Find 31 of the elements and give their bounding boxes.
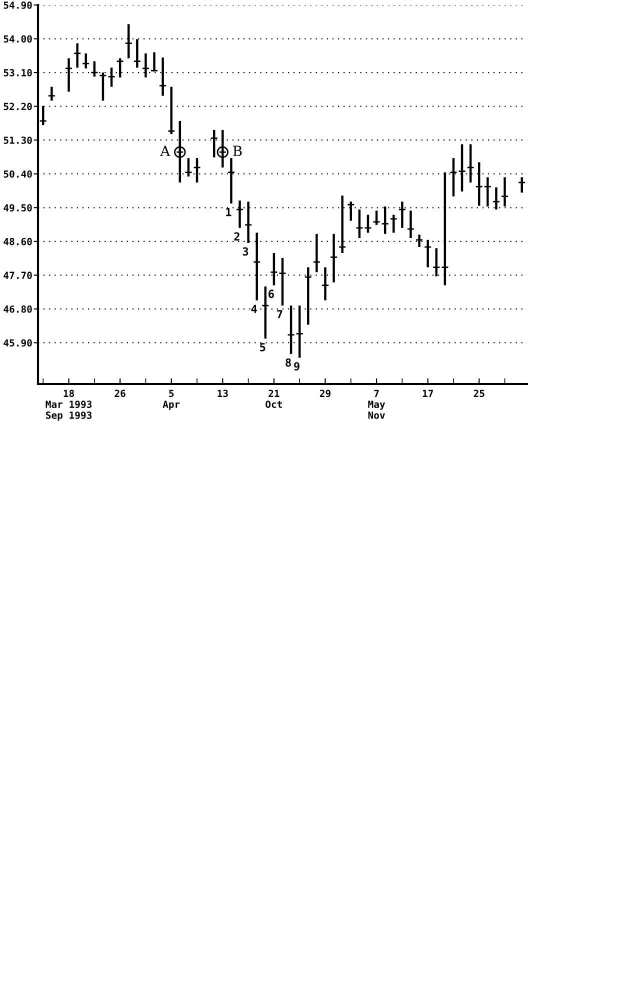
y-tick-label: 53.10 xyxy=(4,69,32,76)
x-tick-label: 21 Oct xyxy=(266,390,282,408)
y-tick-label: 48.60 xyxy=(4,238,32,246)
x-tick-label: 17 xyxy=(422,390,433,397)
annotation: 3 xyxy=(242,247,248,256)
annotation: A xyxy=(160,146,170,156)
annotation: 6 xyxy=(268,290,274,298)
y-tick-label: 49.50 xyxy=(4,204,32,212)
x-tick-label: 18 Mar 1993 Sep 1993 xyxy=(46,390,92,421)
annotation: 1 xyxy=(226,208,232,216)
y-tick-label: 50.40 xyxy=(4,170,32,178)
x-tick-label: 26 xyxy=(114,390,126,398)
y-tick-label: 52.20 xyxy=(4,102,32,110)
annotation: 2 xyxy=(234,232,240,241)
y-tick-label: 51.30 xyxy=(4,136,32,144)
annotation: 8 xyxy=(286,358,291,367)
x-tick-label: 25 xyxy=(474,390,484,398)
y-tick-label: 45.90 xyxy=(4,339,32,347)
x-tick-label: 13 xyxy=(218,390,228,398)
x-tick-label: 7 May Nov xyxy=(368,390,386,419)
annotation: B xyxy=(233,146,242,156)
y-tick-label: 47.70 xyxy=(4,272,32,280)
annotation: 5 xyxy=(260,343,266,352)
y-tick-label: 54.00 xyxy=(4,35,32,43)
y-tick-label: 54.90 xyxy=(4,1,32,9)
annotation: 4 xyxy=(251,304,257,313)
x-tick-label: 29 xyxy=(320,390,330,398)
annotation: 7 xyxy=(277,310,282,318)
y-tick-label: 46.80 xyxy=(4,305,32,313)
x-tick-label: 5 Apr xyxy=(162,390,180,410)
annotation: 9 xyxy=(294,362,300,371)
